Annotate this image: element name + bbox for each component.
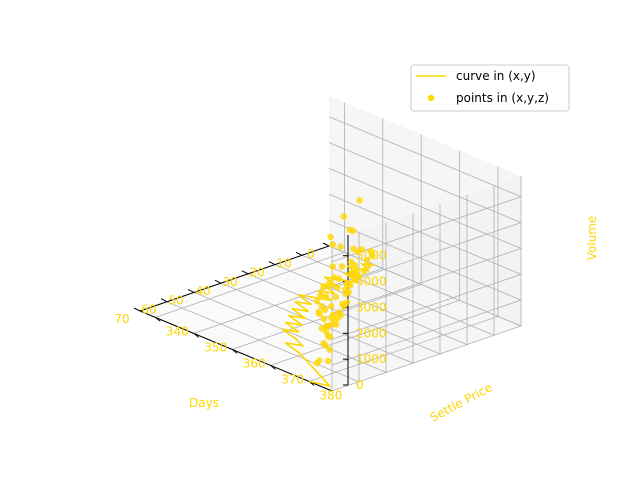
scatter-point: [316, 357, 323, 364]
y-axis-label: Settle Price: [428, 380, 495, 424]
scatter-point: [363, 256, 371, 264]
scatter-point: [318, 302, 326, 310]
y-tick-mark: [270, 365, 276, 370]
x-tick-label: 10: [276, 256, 291, 270]
z-tick-label: 4000: [356, 275, 387, 289]
y-tick-label: 350: [204, 340, 227, 354]
scatter-point: [323, 328, 330, 336]
x-tick-mark: [295, 251, 303, 256]
grid-line-z: [328, 245, 523, 392]
scatter-point: [338, 263, 346, 270]
scatter-point: [328, 314, 335, 322]
scatter-point: [323, 322, 331, 330]
scatter-point: [360, 268, 368, 275]
scatter-point: [327, 233, 334, 241]
scatter-point: [364, 262, 372, 270]
scatter-point: [350, 245, 357, 253]
scatter-point: [336, 309, 343, 316]
grid-line-z: [328, 168, 523, 314]
legend-box: [410, 64, 570, 112]
scatter-point: [320, 340, 328, 347]
x-tick-label: 50: [168, 293, 183, 307]
scatter-point: [339, 300, 346, 308]
y-tick-label: 370: [281, 372, 304, 386]
scatter-point: [329, 241, 337, 248]
scatter-point: [342, 290, 349, 298]
y-tick-label: 340: [166, 324, 189, 338]
back-pane-yz: [329, 96, 521, 326]
scatter-point: [346, 282, 354, 289]
grid-line-z: [328, 219, 523, 366]
x-tick-mark: [187, 288, 195, 293]
scatter-point: [320, 315, 328, 323]
legend-label-points: points in (x,y,z): [456, 91, 549, 105]
axes-panes: [140, 96, 521, 391]
grid-line-z: [328, 142, 523, 288]
z-axis-label: Volume: [585, 216, 599, 261]
legend-label-curve: curve in (x,y): [456, 69, 536, 83]
x-tick-label: 70: [114, 312, 129, 326]
x-tick-mark: [133, 307, 141, 312]
points-layer: [313, 197, 376, 367]
x-tick-mark: [160, 298, 168, 303]
scatter-point: [326, 346, 334, 354]
back-pane-xz: [332, 176, 521, 391]
z-tick-label: 3000: [356, 300, 387, 314]
scatter-point: [356, 197, 363, 204]
z-tick-label: 0: [356, 378, 364, 392]
scatter-point: [317, 292, 324, 299]
y-axis-line: [139, 310, 333, 392]
scatter-point: [332, 293, 340, 301]
x-tick-mark: [214, 279, 222, 284]
grid-line-z: [328, 193, 523, 340]
x-axis-line: [139, 245, 330, 312]
x-tick-label: 20: [249, 266, 264, 280]
axis-lines: [139, 235, 349, 392]
scatter-point: [337, 243, 344, 251]
scatter-point: [346, 226, 354, 234]
scatter-point: [313, 297, 321, 305]
y-tick-mark: [193, 333, 200, 338]
scatter-point: [329, 263, 337, 270]
scatter-point: [316, 310, 323, 318]
scatter-point: [340, 213, 348, 220]
scatter-point: [331, 274, 338, 281]
scatter-point: [334, 284, 341, 292]
y-tick-label: 380: [320, 388, 343, 402]
x-tick-mark: [268, 261, 276, 266]
scatter-point: [322, 293, 330, 300]
scatter-point: [324, 357, 332, 365]
y-tick-mark: [231, 349, 238, 354]
x-tick-label: 60: [141, 303, 156, 317]
grid-line-z: [328, 116, 523, 263]
x-tick-label: 40: [195, 284, 210, 298]
scatter-point: [325, 282, 332, 290]
scatter-point: [369, 252, 376, 259]
x-axis-label: Days: [189, 396, 219, 410]
legend-dot-swatch: [427, 94, 435, 102]
x-tick-mark: [241, 270, 249, 275]
scatter-point: [348, 270, 356, 278]
x-tick-mark: [322, 242, 330, 247]
x-tick-label: 30: [222, 275, 237, 289]
legend: curve in (x,y) points in (x,y,z): [410, 64, 570, 112]
scatter-point: [327, 303, 335, 310]
z-tick-label: 2000: [356, 326, 387, 340]
x-tick-label: 0: [307, 247, 315, 261]
y-tick-mark: [155, 317, 161, 322]
z-tick-label: 1000: [356, 352, 387, 366]
y-tick-label: 360: [243, 356, 266, 370]
